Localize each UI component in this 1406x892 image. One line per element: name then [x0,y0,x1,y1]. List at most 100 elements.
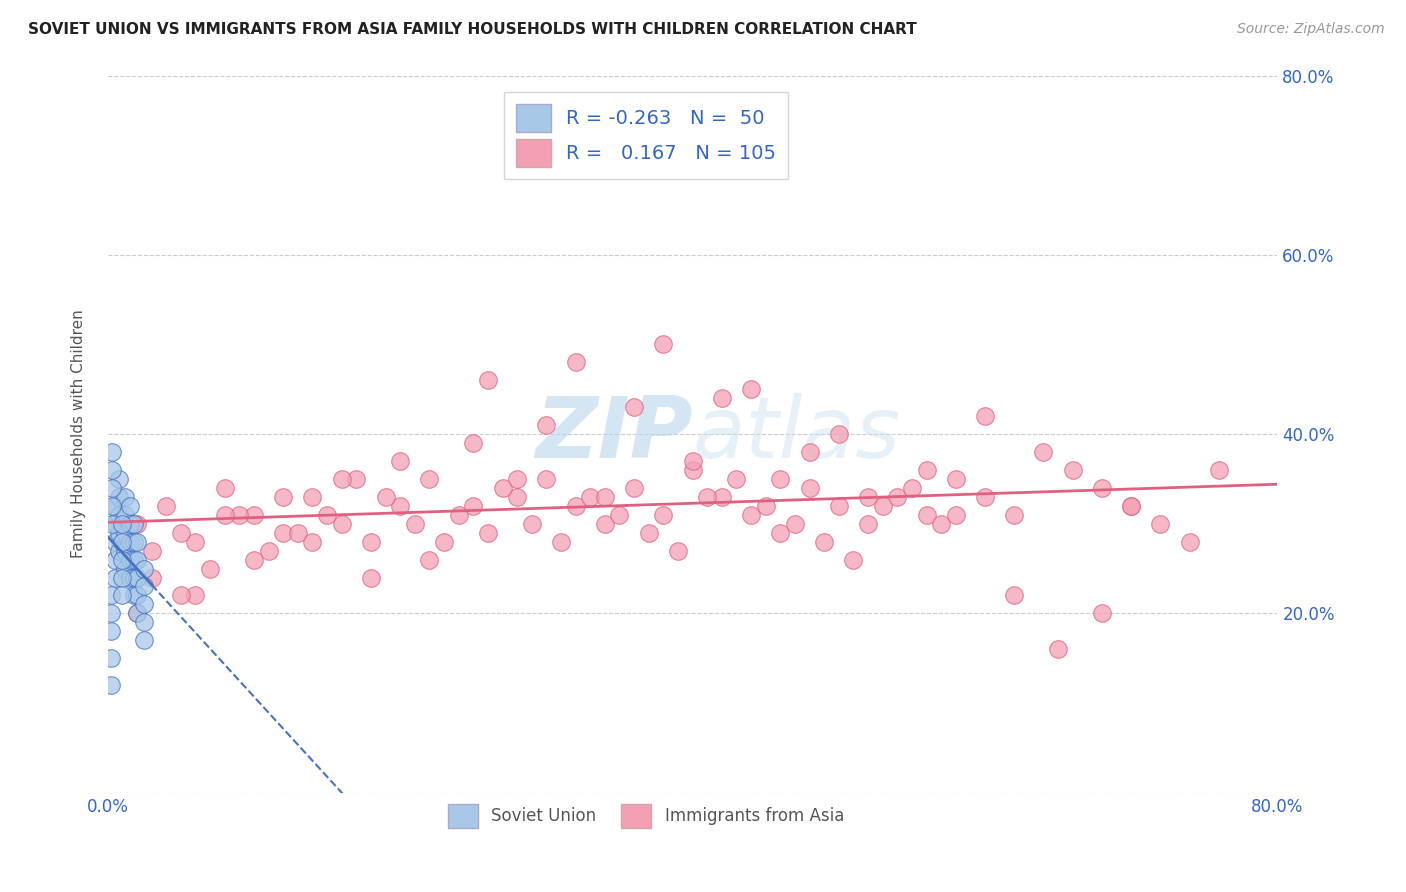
Point [491,481,513,495]
Point [536,472,558,486]
Point [111,589,134,603]
Text: atlas: atlas [693,392,901,475]
Point [134,615,156,630]
Point [122,589,145,603]
Text: Source: ZipAtlas.com: Source: ZipAtlas.com [1237,22,1385,37]
Point [104,516,127,531]
Point [125,534,148,549]
Point [134,561,156,575]
Point [593,490,616,504]
Point [652,337,675,351]
Point [134,598,156,612]
Point [389,454,412,468]
Point [118,570,141,584]
Point [1121,499,1143,513]
Point [271,525,294,540]
Point [118,516,141,531]
Point [125,570,148,584]
Point [637,525,659,540]
Point [271,490,294,504]
Point [579,490,602,504]
Point [945,472,967,486]
Y-axis label: Family Households with Children: Family Households with Children [72,310,86,558]
Point [404,516,426,531]
Point [463,499,485,513]
Point [125,516,148,531]
Point [100,678,122,692]
Point [184,589,207,603]
Point [301,534,323,549]
Point [915,463,938,477]
Point [418,472,440,486]
Point [974,490,997,504]
Point [100,651,122,665]
Point [243,552,266,566]
Point [287,525,309,540]
Point [330,472,353,486]
Point [769,525,792,540]
Point [101,445,124,459]
Point [725,472,748,486]
Point [842,552,865,566]
Point [344,472,367,486]
Point [1032,445,1054,459]
Point [1047,642,1070,657]
Point [550,534,572,549]
Point [125,607,148,621]
Point [114,561,136,575]
Point [740,382,762,396]
Point [108,543,131,558]
Point [111,534,134,549]
Point [316,508,339,522]
Point [945,508,967,522]
Point [108,490,131,504]
Point [100,624,122,639]
Point [418,552,440,566]
Point [101,463,124,477]
Point [108,472,131,486]
Point [1121,499,1143,513]
Point [111,570,134,584]
Point [564,355,586,369]
Point [856,516,879,531]
Point [710,391,733,405]
Point [872,499,894,513]
Point [740,508,762,522]
Point [118,534,141,549]
Point [141,570,163,584]
Point [122,516,145,531]
Point [769,472,792,486]
Point [901,481,924,495]
Point [506,472,529,486]
Point [623,481,645,495]
Point [536,418,558,433]
Point [122,570,145,584]
Point [564,499,586,513]
Point [100,607,122,621]
Point [111,516,134,531]
Point [257,543,280,558]
Point [886,490,908,504]
Point [111,552,134,566]
Point [799,445,821,459]
Point [1002,589,1025,603]
Point [243,508,266,522]
Point [141,543,163,558]
Point [100,589,122,603]
Point [1091,481,1114,495]
Point [813,534,835,549]
Point [214,508,236,522]
Point [828,427,851,442]
Point [170,525,193,540]
Point [104,499,127,513]
Point [929,516,952,531]
Point [783,516,806,531]
Point [1178,534,1201,549]
Point [134,633,156,648]
Point [118,499,141,513]
Point [389,499,412,513]
Text: ZIP: ZIP [534,392,693,475]
Point [101,481,124,495]
Point [915,508,938,522]
Point [710,490,733,504]
